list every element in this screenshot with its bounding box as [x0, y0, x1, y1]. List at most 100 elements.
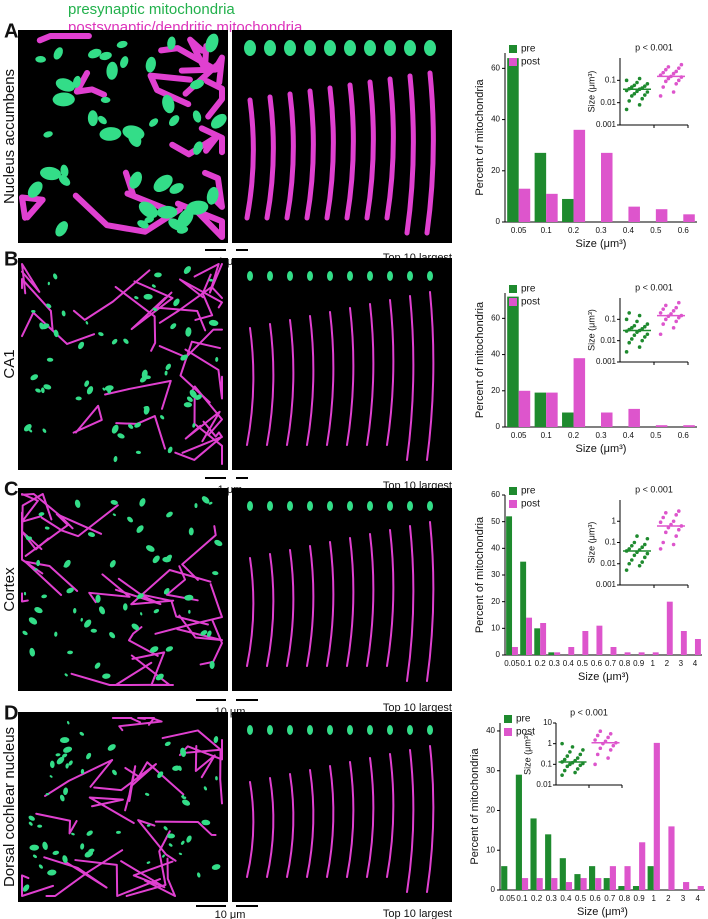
mito-top	[407, 271, 413, 281]
x-tick-label: 0.2	[535, 659, 547, 668]
mito	[195, 394, 203, 400]
mito-top	[244, 40, 256, 56]
legend-swatch	[509, 58, 517, 66]
mito	[123, 603, 128, 611]
bar	[521, 878, 529, 890]
point	[677, 78, 681, 83]
x-tick-label: 0.05	[511, 226, 527, 235]
mito	[44, 526, 50, 530]
mito	[31, 310, 36, 313]
dendrite	[169, 133, 221, 158]
x-tick-label: 0.5	[575, 894, 587, 903]
point	[645, 551, 650, 556]
mito	[42, 428, 47, 433]
point	[674, 513, 678, 517]
mito	[55, 221, 69, 237]
x-tick-label: 0.1	[521, 659, 533, 668]
inset-y-title: Size (μm³)	[522, 733, 532, 775]
mito	[167, 446, 173, 454]
point	[635, 80, 639, 85]
region-label: Dorsal cochlear nucleus	[1, 727, 18, 887]
region-label: Cortex	[1, 567, 18, 612]
dendrite	[72, 192, 183, 235]
dendrite-top	[386, 753, 395, 878]
point	[593, 762, 597, 767]
bar	[683, 214, 695, 222]
dendrite	[36, 33, 92, 44]
mito	[210, 113, 227, 129]
image-top10	[232, 30, 452, 243]
mito	[162, 854, 165, 858]
dendrite	[21, 874, 55, 897]
x-tick-label: 0.3	[595, 431, 607, 440]
mito	[185, 327, 192, 337]
mito-top	[347, 501, 353, 511]
point	[627, 99, 631, 103]
mito-top	[304, 40, 316, 56]
dendrite-top	[426, 521, 435, 682]
y-tick-label: 0.01	[536, 780, 552, 789]
mito	[186, 835, 192, 843]
dendrite	[44, 759, 114, 797]
dendrite-top	[406, 295, 415, 461]
legend-label: post	[516, 727, 535, 738]
dendrite	[193, 263, 223, 294]
mito	[28, 429, 33, 433]
dendrite	[154, 583, 223, 635]
mito-top	[324, 40, 336, 56]
mito	[131, 623, 140, 631]
x-tick-label: 0.4	[563, 659, 575, 668]
bar	[540, 623, 547, 655]
mito	[61, 753, 68, 758]
x-tick-label: 0.8	[619, 659, 631, 668]
point	[640, 326, 644, 331]
y-tick-label: 30	[486, 766, 495, 775]
mito	[99, 127, 122, 141]
mito	[154, 272, 162, 278]
dendrite-top	[266, 323, 275, 446]
dendrite	[115, 415, 167, 450]
x-tick-label: 0.1	[541, 226, 553, 235]
dendrite	[184, 410, 221, 443]
point	[598, 746, 603, 751]
point	[674, 305, 678, 310]
point	[568, 750, 572, 754]
mito	[71, 832, 75, 836]
mito	[145, 792, 150, 796]
mito	[98, 606, 106, 615]
mito	[80, 843, 85, 850]
point	[624, 350, 629, 354]
mito	[168, 843, 173, 847]
x-tick-label: 0.05	[504, 659, 520, 668]
point	[661, 70, 665, 75]
y-tick-label: 20	[486, 806, 495, 815]
x-tick-label: 0.6	[591, 659, 603, 668]
bar	[512, 647, 518, 655]
mito	[28, 617, 38, 625]
inset-title: p < 0.001	[635, 42, 673, 52]
dendrite	[21, 493, 74, 530]
dendrite-top	[426, 745, 435, 893]
x-tick-label: 0.1	[541, 431, 553, 440]
point	[664, 530, 668, 535]
dendrite	[181, 525, 217, 581]
mito	[46, 303, 52, 309]
dendrite	[191, 385, 223, 436]
mito	[23, 424, 32, 432]
dendrite-top	[366, 757, 375, 878]
dendrite	[198, 125, 225, 156]
mito	[139, 498, 146, 507]
mito	[122, 125, 145, 140]
point	[664, 303, 668, 308]
mito	[87, 532, 96, 537]
point	[661, 85, 665, 89]
mito	[166, 511, 173, 518]
x-tick-label: 0.5	[577, 659, 589, 668]
point	[637, 564, 642, 568]
mito	[169, 183, 184, 194]
y-tick-label: 1	[548, 739, 553, 748]
mito	[63, 787, 69, 796]
point	[677, 527, 681, 532]
bar	[639, 842, 646, 890]
bar	[668, 826, 675, 890]
